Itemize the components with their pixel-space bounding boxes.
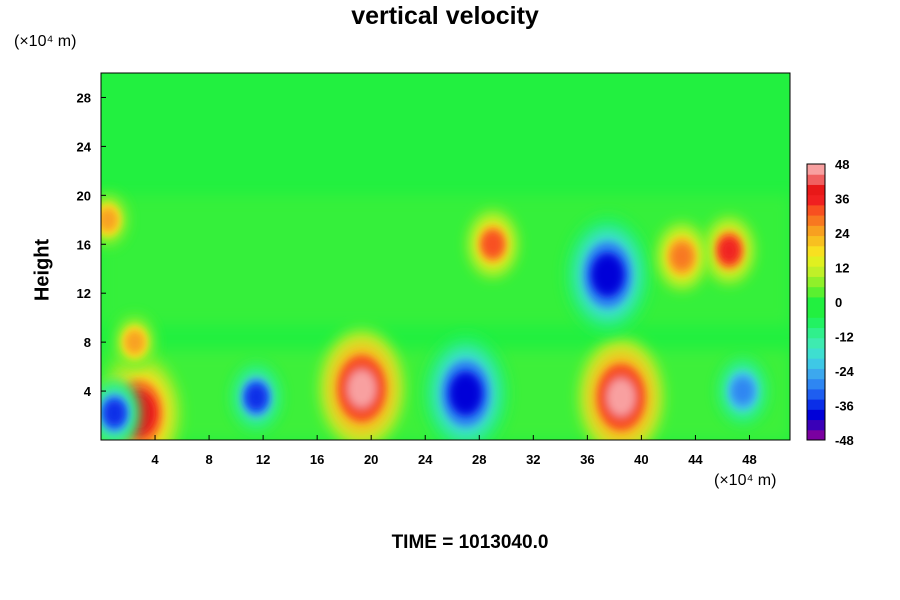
y-tick-label: 20 [77,188,91,203]
contour-feature [320,330,404,440]
contour-level [247,385,266,409]
colorbar-tick-label: 12 [835,261,849,276]
x-tick-label: 32 [526,452,540,467]
colorbar-segment [807,429,825,441]
contour-level [105,401,124,425]
colorbar-tick-label: 24 [835,226,850,241]
colorbar [806,163,826,441]
colorbar-tick-label: -24 [835,364,855,379]
colorbar-segment [807,184,825,196]
contour-feature [101,379,140,440]
colorbar-tick-label: -48 [835,433,854,448]
colorbar-segment [807,235,825,247]
y-tick-label: 8 [84,335,91,350]
x-axis-unit: (×10⁴ m) [714,472,777,489]
colorbar-segment [807,164,825,175]
colorbar-segment [807,245,825,257]
colorbar-segment [807,296,825,308]
x-tick-label: 40 [634,452,648,467]
contour-feature [657,222,707,291]
contour-level [451,375,480,412]
contour-level [483,232,503,257]
colorbar-segment [807,337,825,349]
y-tick-label: 4 [84,384,92,399]
colorbar-segment [807,174,825,185]
contour-feature [424,335,508,440]
colorbar-segment [807,388,825,400]
colorbar-segment [807,266,825,277]
y-tick-label: 28 [77,90,91,105]
colorbar-segment [807,204,825,216]
colorbar-segment [807,368,825,380]
colorbar-tick-label: 0 [835,295,842,310]
colorbar-tick-label: -36 [835,399,854,414]
colorbar-segment [807,348,825,359]
colorbar-tick-label: 36 [835,192,849,207]
colorbar-segment [807,378,825,390]
contour-level [607,378,635,416]
colorbar-segment [807,307,825,318]
contour-feature [115,315,155,369]
colorbar-segment [807,409,825,421]
contour-feature [579,338,663,440]
colorbar-segment [807,419,825,431]
x-tick-label: 28 [472,452,486,467]
contour-level [719,238,739,263]
contour-level [101,209,116,230]
y-axis-ticks: 4 8 12 16 20 24 28 [77,90,106,399]
x-tick-label: 20 [364,452,378,467]
x-tick-label: 12 [256,452,270,467]
colorbar-frame [806,163,826,441]
y-tick-label: 24 [77,139,92,154]
colorbar-ticks: 48 36 24 12 0 -12 -24 -36 -48 [835,157,855,448]
colorbar-segment [807,286,825,298]
x-tick-label: 16 [310,452,324,467]
y-axis-unit: (×10⁴ m) [14,33,77,50]
y-tick-label: 16 [77,237,91,252]
contour-features [101,193,768,440]
contour-level [593,256,622,294]
x-axis-ticks: 4 8 12 16 20 24 28 32 36 40 44 48 [151,435,757,467]
contour-feature [468,210,518,279]
chart-title: vertical velocity [351,2,539,30]
colorbar-segment [807,276,825,288]
x-tick-label: 8 [205,452,212,467]
colorbar-segment [807,358,825,369]
contour-level [733,379,753,403]
x-tick-label: 24 [418,452,433,467]
contour-level [126,332,143,352]
x-tick-label: 48 [742,452,756,467]
contour-feature [565,216,650,334]
contour-feature [231,363,281,431]
contour-level [347,370,376,407]
colorbar-tick-label: 48 [835,157,849,172]
colorbar-segment [807,327,825,339]
contour-feature [704,216,754,285]
y-tick-label: 12 [77,286,91,301]
contour-feature [718,357,768,425]
colorbar-segment [807,215,825,226]
x-tick-label: 44 [688,452,703,467]
colorbar-segment [807,317,825,329]
x-tick-label: 4 [151,452,159,467]
colorbar-tick-label: -12 [835,330,854,345]
colorbar-segment [807,194,825,206]
time-label: TIME = 1013040.0 [391,532,549,553]
contour-feature [101,193,128,247]
plot-frame [100,72,791,441]
x-tick-label: 36 [580,452,594,467]
colorbar-segment [807,256,825,267]
colorbar-segment [807,399,825,410]
contour-level [672,244,692,269]
colorbar-segment [807,225,825,237]
